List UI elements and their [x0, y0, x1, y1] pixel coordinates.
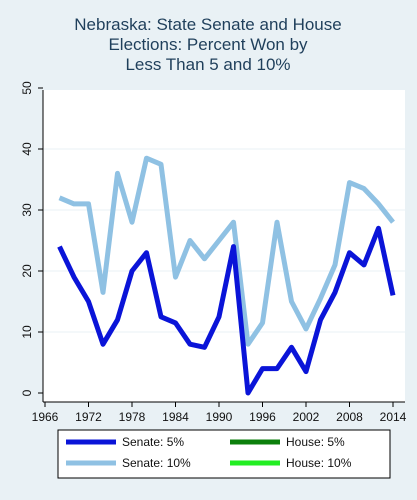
- y-tick-label: 30: [20, 203, 34, 217]
- y-tick-label: 10: [20, 325, 34, 339]
- legend-box: [57, 429, 391, 479]
- x-tick-label: 1978: [119, 410, 146, 424]
- chart-title-line: Elections: Percent Won by: [108, 35, 308, 54]
- y-tick-label: 0: [20, 389, 34, 396]
- x-tick-label: 2008: [336, 410, 363, 424]
- x-tick-label: 2014: [380, 410, 407, 424]
- y-tick-label: 50: [20, 81, 34, 95]
- chart-title: Nebraska: State Senate and HouseElection…: [74, 15, 341, 74]
- y-tick-label: 20: [20, 264, 34, 278]
- series-lines: [57, 155, 396, 396]
- chart-title-line: Nebraska: State Senate and House: [74, 15, 341, 34]
- x-tick-label: 1996: [249, 410, 276, 424]
- x-tick-label: 1972: [75, 410, 102, 424]
- x-axis-ticks: 1966 1972 1978 1984 1990 1996 2002 2008 2014: [32, 402, 407, 424]
- y-axis-ticks: 0 10 20 30 40 50: [20, 81, 43, 396]
- x-tick-label: 2002: [293, 410, 320, 424]
- series-line: [58, 155, 395, 347]
- legend-label: House: 5%: [286, 435, 345, 449]
- legend: Senate: 5% House: 5% Senate: 10% House: 10%: [57, 429, 391, 479]
- series-line: [57, 225, 396, 396]
- x-tick-label: 1990: [206, 410, 233, 424]
- y-tick-label: 40: [20, 142, 34, 156]
- plot-area: [43, 90, 405, 402]
- x-tick-label: 1966: [32, 410, 59, 424]
- x-tick-label: 1984: [162, 410, 189, 424]
- legend-label: House: 10%: [286, 456, 352, 470]
- legend-label: Senate: 10%: [122, 456, 191, 470]
- legend-label: Senate: 5%: [122, 435, 184, 449]
- chart-title-line: Less Than 5 and 10%: [125, 55, 290, 74]
